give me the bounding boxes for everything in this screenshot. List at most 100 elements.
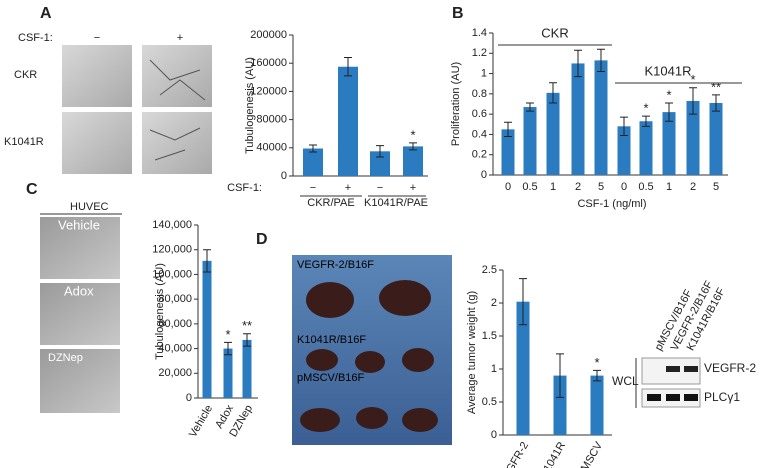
image-label: DZNep	[48, 352, 83, 364]
x-tick-label: K1041R	[538, 440, 568, 468]
tumor	[379, 280, 431, 316]
bar	[686, 100, 700, 175]
y-tick-label: 120000	[250, 85, 287, 97]
bar	[709, 102, 723, 175]
significance: *	[690, 72, 695, 87]
tumor	[300, 408, 340, 432]
bar	[202, 260, 212, 398]
panel-label: B	[452, 5, 464, 22]
y-tick-label: 1	[491, 363, 497, 375]
band	[666, 394, 680, 401]
y-tick-label: 0	[481, 169, 487, 181]
x-tick-label: VEGFR-2	[497, 440, 531, 468]
bar	[223, 348, 233, 398]
panel-label: A	[40, 5, 52, 22]
blot-group: WCL	[612, 374, 639, 388]
significance: **	[711, 79, 721, 94]
error-bar	[224, 341, 232, 356]
y-tick-label: 80000	[256, 114, 287, 126]
bar	[516, 301, 530, 435]
error-bar	[620, 116, 628, 136]
error-bar	[597, 48, 605, 73]
bar	[590, 375, 604, 435]
error-bar	[243, 333, 251, 347]
tumor	[306, 282, 354, 318]
tumor	[306, 349, 338, 371]
tumor	[355, 351, 385, 373]
x-tick-label: −	[310, 182, 316, 194]
tumor	[356, 407, 388, 429]
band	[666, 366, 680, 372]
x-tick-label: 2	[575, 181, 581, 193]
micrograph	[62, 45, 132, 107]
bar	[370, 151, 390, 176]
bar	[546, 92, 560, 175]
micrograph	[142, 112, 212, 174]
y-tick-label: 1.5	[482, 330, 497, 342]
y-tick-label: 80,000	[158, 293, 192, 305]
image-row-label: K1041R	[4, 136, 44, 148]
error-bar	[593, 369, 601, 382]
y-tick-label: 1	[481, 67, 487, 79]
error-bar	[642, 115, 650, 127]
group-label: CKR/PAE	[307, 197, 354, 209]
micrograph	[40, 217, 120, 279]
y-tick-label: 2	[491, 297, 497, 309]
band	[684, 394, 698, 401]
error-bar	[409, 142, 417, 151]
group-label: K1041R/PAE	[364, 197, 428, 209]
bar	[403, 146, 423, 176]
x-tick-label: 0.5	[638, 181, 653, 193]
photo-label: K1041R/B16F	[297, 334, 366, 346]
error-bar	[665, 102, 673, 122]
x-tick-label: pMSCV	[576, 439, 606, 468]
image-title: HUVEC	[70, 201, 109, 213]
significance: *	[643, 101, 648, 116]
error-bar	[376, 145, 384, 158]
error-bar	[712, 94, 720, 112]
bar	[553, 375, 567, 435]
y-axis-label: Proliferation (AU)	[450, 62, 462, 146]
error-bar	[344, 57, 352, 77]
error-bar	[203, 249, 211, 273]
bar	[617, 126, 631, 175]
y-tick-label: 100,000	[152, 268, 192, 280]
error-bar	[309, 144, 317, 153]
x-tick-label: 0	[505, 181, 511, 193]
bar	[523, 107, 537, 175]
x-tick-label: 0.5	[522, 181, 537, 193]
x-tick-label: +	[410, 182, 416, 194]
bar	[242, 339, 252, 398]
bar	[639, 121, 653, 175]
image-col-label: −	[94, 32, 100, 44]
band	[647, 394, 661, 401]
row-label: CSF-1:	[227, 182, 262, 194]
x-tick-label: 2	[690, 181, 696, 193]
x-axis-label: CSF-1 (ng/ml)	[577, 198, 646, 210]
tumor	[402, 408, 438, 432]
y-axis-label: Tubulogenesis (AU)	[154, 263, 166, 360]
image-col-label: +	[177, 32, 183, 44]
bar	[662, 112, 676, 175]
error-bar	[574, 49, 582, 78]
image-row-label: CSF-1:	[18, 32, 53, 44]
panel-label: C	[26, 181, 38, 198]
error-bar	[549, 82, 557, 104]
photo-label: VEGFR-2/B16F	[297, 259, 374, 271]
micrograph	[62, 112, 132, 174]
error-bar	[504, 121, 512, 137]
band	[684, 366, 698, 372]
y-tick-label: 2.5	[482, 264, 497, 276]
band-label: PLCγ1	[704, 390, 740, 404]
micrograph	[40, 349, 120, 413]
bar	[303, 148, 323, 176]
y-tick-label: 0.5	[482, 396, 497, 408]
y-axis-label: Tubulogenesis (AU)	[244, 57, 256, 154]
y-tick-label: 40,000	[158, 342, 192, 354]
bar	[594, 60, 608, 176]
image-label: Adox	[64, 283, 94, 298]
x-tick-label: 1	[550, 181, 556, 193]
error-bar	[556, 353, 564, 398]
error-bar	[689, 87, 697, 115]
